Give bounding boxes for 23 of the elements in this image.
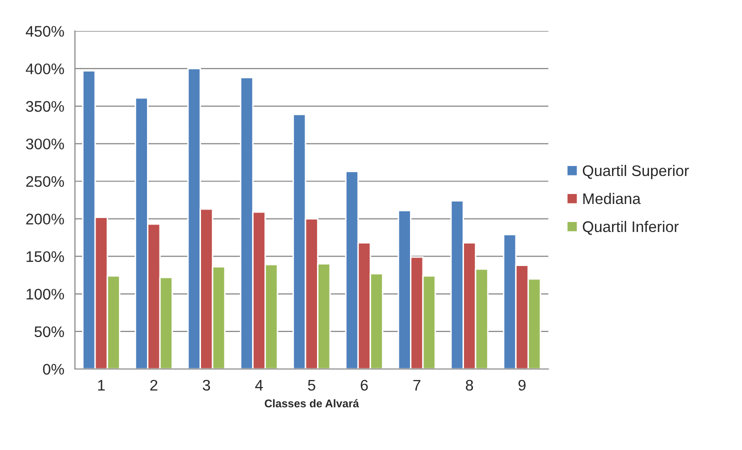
x-tick-label: 2 xyxy=(150,380,158,390)
x-tick-label: 1 xyxy=(98,380,105,390)
x-tick-label: 5 xyxy=(308,380,316,391)
x-tick-label: 4 xyxy=(255,380,263,390)
y-tick-label: 0% xyxy=(43,364,64,375)
x-tick-label: 6 xyxy=(360,380,368,391)
legend-label: Quartil Superior xyxy=(582,164,689,180)
x-axis-title: Classes de Alvará xyxy=(264,399,360,408)
y-tick-label: 200% xyxy=(26,214,64,224)
x-tick-label: 9 xyxy=(518,380,526,391)
y-tick-label: 450% xyxy=(26,26,64,37)
y-tick-label: 50% xyxy=(34,326,64,338)
y-tick-label: 350% xyxy=(26,101,64,112)
legend-label: Quartil Inferior xyxy=(582,220,679,235)
x-tick-label: 8 xyxy=(466,380,474,391)
legend-label: Mediana xyxy=(583,192,641,204)
y-tick-label: 400% xyxy=(26,63,64,74)
x-tick-label: 3 xyxy=(202,380,210,391)
x-tick-label: 7 xyxy=(413,380,420,390)
y-tick-label: 100% xyxy=(26,288,64,300)
y-tick-label: 250% xyxy=(26,176,64,187)
y-tick-label: 150% xyxy=(26,251,64,262)
y-tick-label: 300% xyxy=(26,138,64,150)
